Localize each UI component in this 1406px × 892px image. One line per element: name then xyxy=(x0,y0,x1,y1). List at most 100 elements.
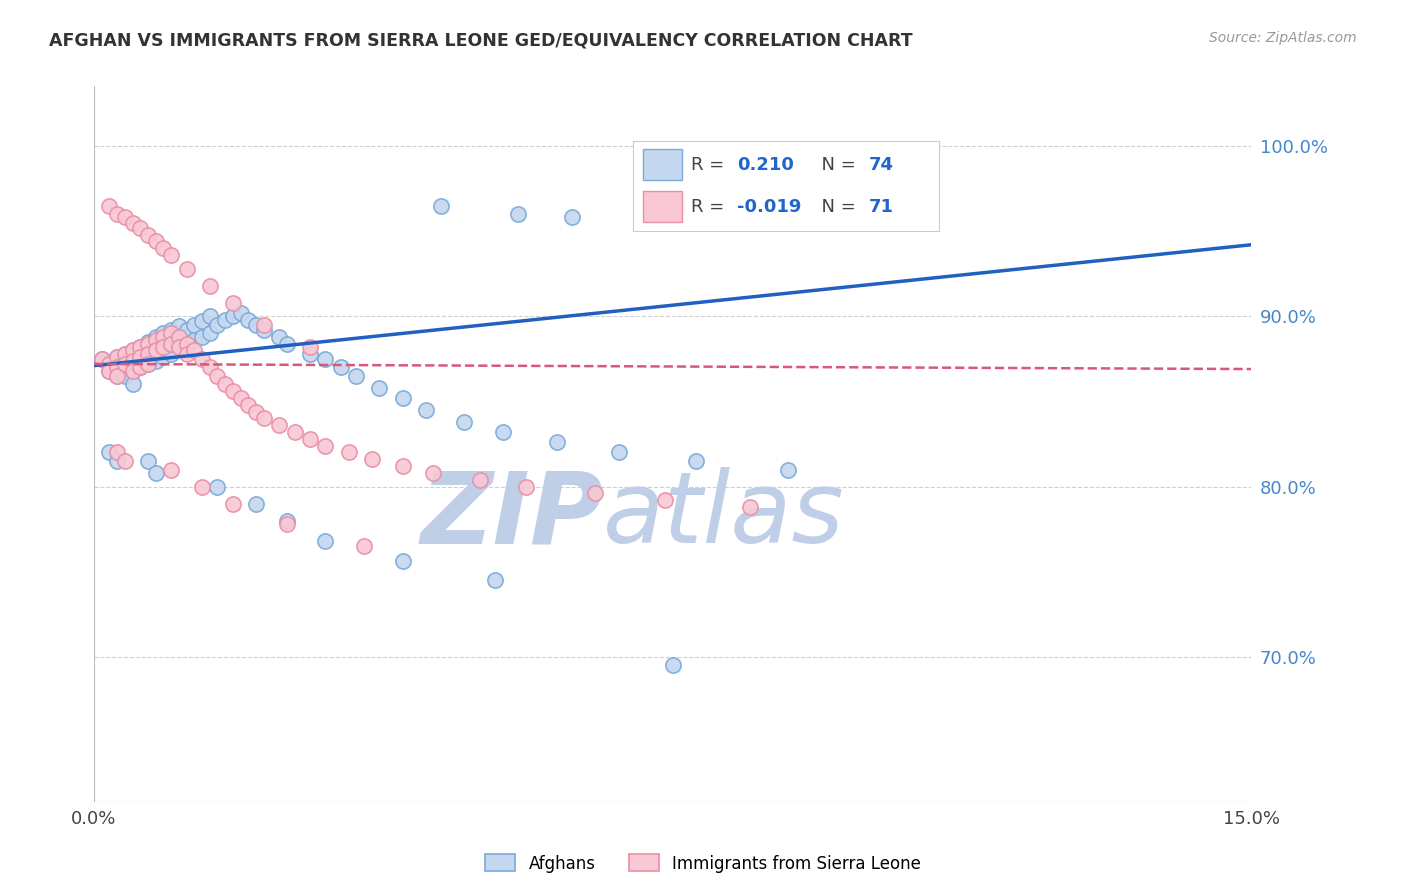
Text: N =: N = xyxy=(810,155,862,174)
Point xyxy=(207,318,229,332)
Point xyxy=(121,216,143,230)
Point xyxy=(508,207,530,221)
Point xyxy=(191,351,214,366)
Point xyxy=(253,318,276,332)
Point xyxy=(136,357,159,371)
Point xyxy=(167,319,190,334)
Point xyxy=(136,336,159,351)
Point xyxy=(90,351,112,366)
Text: AFGHAN VS IMMIGRANTS FROM SIERRA LEONE GED/EQUIVALENCY CORRELATION CHART: AFGHAN VS IMMIGRANTS FROM SIERRA LEONE G… xyxy=(49,31,912,49)
Point xyxy=(298,347,321,361)
Text: R =: R = xyxy=(692,155,730,174)
Point xyxy=(238,312,260,326)
Point xyxy=(105,360,128,375)
FancyBboxPatch shape xyxy=(643,192,682,222)
Point xyxy=(546,435,568,450)
Point xyxy=(344,368,367,383)
Point xyxy=(253,411,276,425)
Point xyxy=(129,350,152,364)
Point xyxy=(105,445,128,459)
Point xyxy=(191,314,214,328)
Point xyxy=(121,364,143,378)
Point xyxy=(391,459,413,474)
Point xyxy=(314,534,336,549)
Point xyxy=(98,357,121,371)
Point xyxy=(283,425,305,439)
Point xyxy=(415,403,437,417)
Point xyxy=(160,462,183,476)
Point xyxy=(468,473,491,487)
Point xyxy=(105,350,128,364)
Point xyxy=(152,350,174,364)
Text: N =: N = xyxy=(810,197,862,216)
Point xyxy=(152,329,174,343)
Point xyxy=(453,415,475,429)
Point xyxy=(136,357,159,371)
Point xyxy=(661,658,683,673)
Point xyxy=(121,343,143,358)
Point xyxy=(298,340,321,354)
Point xyxy=(176,347,198,361)
Point xyxy=(222,497,245,511)
Point xyxy=(121,364,143,378)
Legend: Afghans, Immigrants from Sierra Leone: Afghans, Immigrants from Sierra Leone xyxy=(478,847,928,880)
Point xyxy=(121,377,143,392)
Point xyxy=(114,368,136,383)
Point xyxy=(198,360,221,375)
Point xyxy=(214,377,236,392)
Point xyxy=(337,445,360,459)
Point xyxy=(198,278,221,293)
Point xyxy=(152,326,174,341)
Point xyxy=(276,514,298,528)
Point xyxy=(136,347,159,361)
Point xyxy=(129,220,152,235)
Point xyxy=(136,454,159,468)
Text: -0.019: -0.019 xyxy=(737,197,801,216)
Point xyxy=(160,248,183,262)
Point xyxy=(360,452,382,467)
Point xyxy=(207,479,229,493)
Text: ZIP: ZIP xyxy=(420,467,603,564)
Point xyxy=(391,391,413,405)
Point xyxy=(98,445,121,459)
Point xyxy=(145,353,167,368)
Point xyxy=(183,318,205,332)
Text: Source: ZipAtlas.com: Source: ZipAtlas.com xyxy=(1209,31,1357,45)
Point xyxy=(160,334,183,349)
Point xyxy=(515,479,537,493)
Point xyxy=(167,333,190,347)
Point xyxy=(329,360,352,375)
Point xyxy=(121,353,143,368)
FancyBboxPatch shape xyxy=(643,150,682,180)
Point xyxy=(738,500,761,514)
Point xyxy=(136,227,159,242)
Point xyxy=(98,364,121,378)
Point xyxy=(152,340,174,354)
Point xyxy=(269,418,291,433)
Point xyxy=(105,368,128,383)
Text: R =: R = xyxy=(692,197,730,216)
Point xyxy=(778,462,800,476)
Point xyxy=(207,368,229,383)
Point xyxy=(160,336,183,351)
Point xyxy=(145,333,167,347)
Point xyxy=(176,323,198,337)
Point xyxy=(314,351,336,366)
Point xyxy=(121,353,143,368)
Point xyxy=(222,310,245,324)
Text: 0.210: 0.210 xyxy=(737,155,794,174)
Point xyxy=(245,404,267,418)
Point xyxy=(183,343,205,358)
Point xyxy=(176,336,198,351)
Point xyxy=(176,336,198,351)
Point xyxy=(105,360,128,375)
Point xyxy=(114,211,136,225)
Point xyxy=(105,368,128,383)
Point xyxy=(167,340,190,354)
Point xyxy=(160,323,183,337)
Point xyxy=(114,357,136,371)
Point xyxy=(121,343,143,358)
Point xyxy=(152,241,174,255)
Point xyxy=(654,493,676,508)
Point xyxy=(145,466,167,480)
